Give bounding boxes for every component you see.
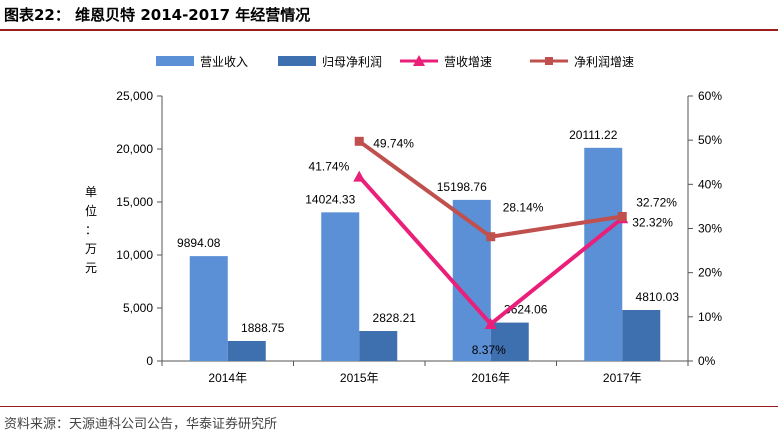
y-tick-label-left: 25,000	[116, 89, 153, 103]
revenue-growth-label: 32.32%	[632, 215, 673, 229]
y-tick-label-left: 15,000	[116, 195, 153, 209]
chart: 0 5,000 10,000 15,000 20,000 25,000 0% 10% 20% 30…	[85, 55, 722, 385]
y-tick-label-right: 40%	[698, 177, 722, 191]
y-tick-label-left: 20,000	[116, 142, 153, 156]
bar-revenue	[452, 199, 491, 361]
y-tick-label-left: 10,000	[116, 248, 153, 262]
y-axis-label-char: 位	[85, 203, 97, 218]
bar-net-profit	[622, 310, 661, 361]
revenue-growth-label: 41.74%	[309, 160, 350, 174]
y-axis-label-char: 万	[85, 242, 97, 256]
y-axis-label-char: 单	[85, 185, 97, 199]
legend-label: 营收增速	[444, 55, 492, 69]
y-tick-label-left: 0	[146, 354, 153, 368]
bar-label: 4810.03	[636, 290, 680, 304]
y-tick-label-right: 60%	[698, 89, 722, 103]
y-tick-label-right: 50%	[698, 133, 722, 147]
x-tick-label: 2014年	[208, 371, 247, 385]
bar-label: 1888.75	[241, 321, 285, 335]
profit-growth-label: 49.74%	[373, 136, 414, 150]
revenue-growth-point	[353, 170, 366, 182]
y-tick-label-right: 10%	[698, 310, 722, 324]
legend-swatch-net-profit	[278, 56, 316, 66]
source-note: 资料来源：天源迪科公司公告，华泰证券研究所	[4, 417, 278, 432]
profit-growth-point	[617, 211, 627, 221]
x-tick-label: 2017年	[603, 371, 642, 385]
x-tick-label: 2016年	[471, 371, 510, 385]
bar-label: 9894.08	[177, 236, 221, 250]
chart-title: 图表22： 维恩贝特 2014-2017 年经营情况	[4, 6, 311, 24]
y-tick-label-right: 0%	[698, 354, 716, 368]
y-axis-label-char: ：	[85, 223, 97, 237]
profit-growth-point	[486, 232, 496, 242]
profit-growth-label: 28.14%	[503, 201, 544, 215]
legend-swatch-revenue	[156, 56, 194, 66]
legend-label: 净利润增速	[574, 55, 634, 69]
y-tick-label-right: 20%	[698, 266, 722, 280]
bar-label: 14024.33	[305, 192, 355, 206]
y-axis-label-char: 元	[85, 261, 97, 275]
x-tick-label: 2015年	[340, 371, 379, 385]
bar-label: 2828.21	[373, 311, 417, 325]
legend-label: 营业收入	[200, 55, 248, 69]
bar-revenue	[321, 212, 360, 361]
bar-label: 15198.76	[437, 180, 487, 194]
profit-growth-label: 32.72%	[636, 195, 677, 209]
y-tick-label-left: 5,000	[123, 301, 153, 315]
bar-label: 20111.22	[569, 128, 618, 142]
source-divider	[0, 406, 778, 407]
bar-net-profit	[227, 340, 266, 361]
bar-net-profit	[490, 322, 529, 361]
bar-revenue	[189, 256, 228, 361]
revenue-growth-label: 8.37%	[472, 343, 506, 357]
legend-marker-square	[545, 57, 553, 65]
legend-marker-triangle	[413, 55, 425, 66]
legend-label: 归母净利润	[322, 55, 382, 69]
bar-net-profit	[359, 331, 398, 361]
title-divider	[0, 29, 778, 31]
bar-revenue	[584, 147, 623, 361]
profit-growth-point	[354, 136, 364, 146]
y-tick-label-right: 30%	[698, 222, 722, 236]
revenue-growth-point	[484, 318, 497, 330]
